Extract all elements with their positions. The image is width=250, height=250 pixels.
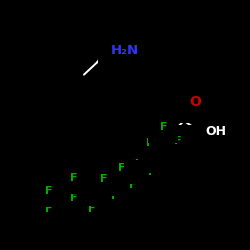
Text: F: F (45, 186, 53, 196)
Text: F: F (160, 122, 167, 132)
Text: F: F (45, 204, 53, 214)
Text: F: F (88, 204, 96, 214)
Text: OH: OH (206, 125, 227, 138)
Text: H₂N: H₂N (111, 44, 139, 57)
Text: F: F (70, 173, 78, 183)
Text: F: F (118, 163, 126, 173)
Text: F: F (100, 174, 108, 184)
Text: F: F (88, 184, 96, 194)
Text: F: F (111, 191, 119, 201)
Text: F: F (174, 136, 182, 146)
Text: O: O (189, 96, 201, 110)
Text: F: F (148, 167, 156, 177)
Text: F: F (162, 151, 169, 161)
Text: F: F (42, 194, 50, 204)
Text: F: F (146, 138, 154, 148)
Text: F: F (135, 152, 142, 162)
Text: F: F (70, 193, 78, 203)
Text: F: F (129, 180, 136, 190)
